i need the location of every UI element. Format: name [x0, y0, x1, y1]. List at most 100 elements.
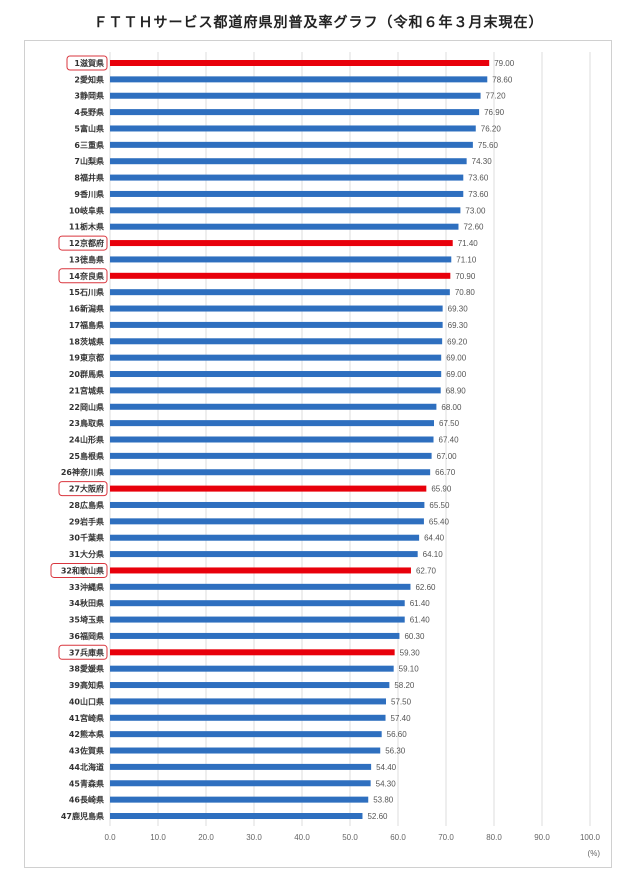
value-label: 72.60 [463, 223, 484, 232]
value-label: 64.10 [423, 550, 444, 559]
value-label: 76.90 [484, 108, 505, 117]
bar [110, 354, 442, 361]
highlight-box [50, 562, 108, 578]
value-label: 78.60 [492, 75, 513, 84]
category-label: 10岐阜県 [69, 205, 104, 215]
x-tick-label: 90.0 [534, 833, 550, 842]
category-label: 21宮城県 [69, 385, 104, 395]
value-label: 67.50 [439, 419, 460, 428]
bar [110, 190, 464, 197]
category-label: 43佐賀県 [69, 746, 104, 756]
value-label: 65.50 [429, 501, 450, 510]
bar [110, 420, 434, 427]
category-label: 36福岡県 [69, 631, 104, 641]
category-label: 28広島県 [69, 500, 104, 510]
value-label: 77.20 [486, 92, 507, 101]
bar [110, 518, 424, 525]
category-label: 44北海道 [69, 762, 104, 772]
category-label: 6三重県 [74, 140, 104, 150]
bar [110, 125, 476, 132]
bar [110, 452, 432, 459]
value-label: 73.60 [468, 174, 489, 183]
category-label: 29岩手県 [69, 516, 104, 526]
bar [110, 682, 390, 689]
value-label: 70.90 [455, 272, 476, 281]
value-label: 69.00 [446, 370, 467, 379]
value-label: 69.00 [446, 354, 467, 363]
category-label: 17福島県 [69, 320, 104, 330]
value-label: 71.10 [456, 255, 477, 264]
value-label: 71.40 [458, 239, 479, 248]
category-label: 14奈良県 [69, 271, 104, 281]
category-label: 39高知県 [69, 680, 104, 690]
value-label: 67.40 [439, 436, 460, 445]
value-label: 75.60 [478, 141, 499, 150]
bar [110, 403, 437, 410]
category-label: 27大阪府 [69, 484, 104, 494]
bar [110, 109, 480, 116]
bar [110, 632, 400, 639]
bar [110, 321, 443, 328]
x-tick-label: 70.0 [438, 833, 454, 842]
bar [110, 649, 395, 656]
bar [110, 780, 371, 787]
category-label: 23鳥取県 [69, 418, 104, 428]
category-label: 24山形県 [69, 435, 104, 445]
highlight-box [58, 644, 108, 660]
x-tick-label: 20.0 [198, 833, 214, 842]
bar [110, 174, 464, 181]
category-label: 26神奈川県 [61, 467, 104, 477]
bar [110, 240, 453, 247]
value-label: 65.40 [429, 517, 450, 526]
bar [110, 616, 405, 623]
bar [110, 731, 382, 738]
value-label: 79.00 [494, 59, 515, 68]
category-label: 25島根県 [69, 451, 104, 461]
category-label: 35埼玉県 [69, 615, 104, 625]
x-tick-label: 80.0 [486, 833, 502, 842]
value-label: 65.90 [431, 485, 452, 494]
bar [110, 551, 418, 558]
category-label: 42熊本県 [69, 729, 104, 739]
highlight-box [66, 55, 108, 71]
bar [110, 698, 386, 705]
category-label: 2愛知県 [74, 74, 104, 84]
value-label: 69.20 [447, 337, 468, 346]
category-label: 8福井県 [74, 173, 104, 183]
x-tick-label: 30.0 [246, 833, 262, 842]
category-label: 33沖縄県 [69, 582, 104, 592]
x-tick-label: 50.0 [342, 833, 358, 842]
bar [110, 256, 452, 263]
category-label: 46長崎県 [69, 795, 104, 805]
value-label: 58.20 [394, 681, 415, 690]
bar [110, 763, 372, 770]
value-label: 66.70 [435, 468, 456, 477]
value-label: 53.80 [373, 796, 394, 805]
bar [110, 92, 481, 99]
category-label: 1滋賀県 [74, 58, 104, 68]
value-label: 54.30 [376, 779, 397, 788]
category-label: 7山梨県 [74, 156, 104, 166]
category-label: 12京都府 [69, 238, 104, 248]
bar [110, 747, 381, 754]
value-label: 56.60 [387, 730, 408, 739]
value-label: 56.30 [385, 747, 406, 756]
value-label: 61.40 [410, 599, 431, 608]
value-label: 68.00 [441, 403, 462, 412]
value-label: 69.30 [448, 321, 469, 330]
x-axis-label: (%) [588, 849, 601, 858]
bar [110, 60, 490, 66]
category-label: 3静岡県 [74, 91, 104, 101]
x-tick-label: 60.0 [390, 833, 406, 842]
value-label: 62.70 [416, 566, 437, 575]
bar [110, 796, 369, 803]
category-label: 4長野県 [74, 107, 104, 117]
category-label: 34秋田県 [69, 598, 104, 608]
category-label: 19東京都 [69, 353, 104, 363]
x-tick-label: 100.0 [580, 833, 601, 842]
bar [110, 485, 427, 492]
category-label: 13徳島県 [69, 254, 104, 264]
value-label: 57.40 [391, 714, 412, 723]
